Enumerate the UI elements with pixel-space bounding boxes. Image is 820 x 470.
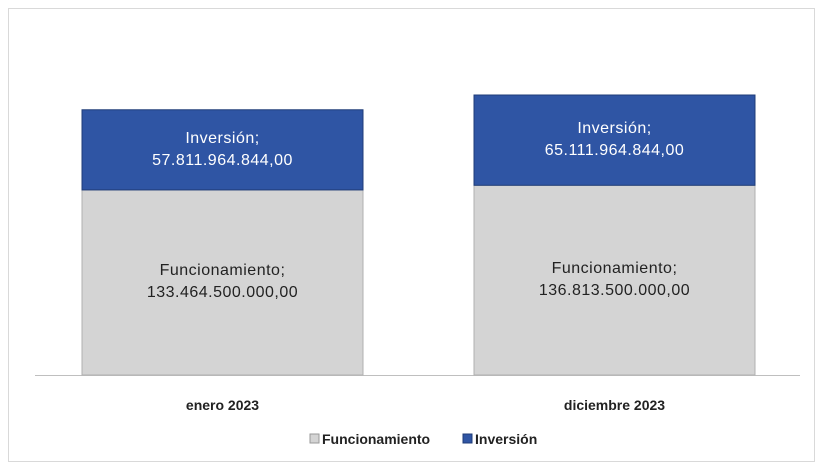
legend-swatch <box>462 433 473 444</box>
legend-label: Inversión <box>475 431 537 447</box>
legend-swatch <box>309 433 320 444</box>
data-label: Funcionamiento; 133.464.500.000,00 <box>146 262 299 302</box>
data-label: Inversión; 65.111.964.844,00 <box>544 120 685 160</box>
x-tick-label: enero 2023 <box>186 397 259 413</box>
x-tick-label: diciembre 2023 <box>564 397 665 413</box>
legend-label: Funcionamiento <box>322 431 430 447</box>
data-label: Funcionamiento; 136.813.500.000,00 <box>538 260 691 300</box>
bar-segment <box>473 184 756 376</box>
chart-frame <box>8 8 815 462</box>
bar-segment <box>473 94 756 186</box>
bar-segment <box>81 189 364 376</box>
bar-segment <box>81 109 364 191</box>
data-label: Inversión; 57.811.964.844,00 <box>152 129 293 169</box>
